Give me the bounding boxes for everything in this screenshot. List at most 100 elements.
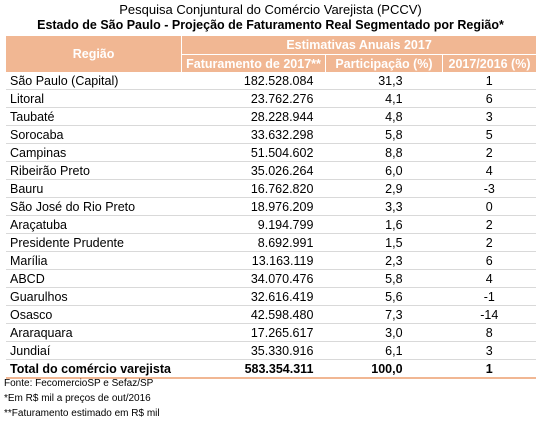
cell-faturamento: 16.762.820: [181, 179, 326, 198]
cell-faturamento: 33.632.298: [181, 125, 326, 144]
table-row: Guarulhos 32.616.419 5,6 -1: [6, 287, 536, 306]
report-subtitle: Estado de São Paulo - Projeção de Fatura…: [37, 18, 504, 32]
cell-regiao: Guarulhos: [6, 287, 182, 306]
cell-participacao: 5,8: [325, 269, 443, 288]
cell-variacao: 2: [442, 143, 536, 162]
cell-variacao: -1: [442, 287, 536, 306]
table-row: Osasco 42.598.480 7,3 -14: [6, 305, 536, 324]
cell-participacao: 7,3: [325, 305, 443, 324]
total-faturamento: 583.354.311: [181, 359, 326, 379]
cell-regiao: Litoral: [6, 89, 182, 108]
cell-variacao: 0: [442, 197, 536, 216]
cell-regiao: Campinas: [6, 143, 182, 162]
cell-participacao: 1,6: [325, 215, 443, 234]
cell-variacao: 3: [442, 107, 536, 126]
footnote-estimate: **Faturamento estimado em R$ mil: [4, 408, 160, 419]
cell-variacao: 4: [442, 269, 536, 288]
cell-variacao: 4: [442, 161, 536, 180]
cell-participacao: 5,6: [325, 287, 443, 306]
table-row: Ribeirão Preto 35.026.264 6,0 4: [6, 161, 536, 180]
header-faturamento: Faturamento de 2017**: [181, 54, 326, 72]
cell-variacao: -14: [442, 305, 536, 324]
cell-regiao: ABCD: [6, 269, 182, 288]
cell-variacao: 6: [442, 89, 536, 108]
cell-regiao: Sorocaba: [6, 125, 182, 144]
cell-faturamento: 42.598.480: [181, 305, 326, 324]
cell-variacao: 5: [442, 125, 536, 144]
cell-participacao: 31,3: [325, 72, 443, 90]
footnotes: Fonte: FecomercioSP e Sefaz/SP *Em R$ mi…: [4, 376, 160, 421]
table-row: Presidente Prudente 8.692.991 1,5 2: [6, 233, 536, 252]
cell-regiao: Ribeirão Preto: [6, 161, 182, 180]
cell-regiao: São Paulo (Capital): [6, 72, 182, 90]
table-row: Araçatuba 9.194.799 1,6 2: [6, 215, 536, 234]
header-participacao: Participação (%): [324, 54, 443, 72]
cell-participacao: 1,5: [325, 233, 443, 252]
cell-faturamento: 23.762.276: [181, 89, 326, 108]
cell-regiao: Taubaté: [6, 107, 182, 126]
table-row: Litoral 23.762.276 4,1 6: [6, 89, 536, 108]
total-row: Total do comércio varejista 583.354.311 …: [6, 359, 536, 379]
header-regiao: Região: [6, 36, 183, 72]
cell-participacao: 2,3: [325, 251, 443, 270]
total-regiao: Total do comércio varejista: [6, 359, 182, 379]
cell-faturamento: 28.228.944: [181, 107, 326, 126]
cell-participacao: 8,8: [325, 143, 443, 162]
cell-variacao: -3: [442, 179, 536, 198]
total-variacao: 1: [442, 359, 536, 379]
cell-faturamento: 32.616.419: [181, 287, 326, 306]
total-participacao: 100,0: [325, 359, 443, 379]
revenue-table: Região Estimativas Anuais 2017 Faturamen…: [6, 36, 536, 379]
cell-regiao: Bauru: [6, 179, 182, 198]
cell-faturamento: 51.504.602: [181, 143, 326, 162]
cell-participacao: 6,1: [325, 341, 443, 360]
footnote-source: Fonte: FecomercioSP e Sefaz/SP: [4, 378, 154, 389]
cell-faturamento: 34.070.476: [181, 269, 326, 288]
cell-variacao: 6: [442, 251, 536, 270]
cell-regiao: Araraquara: [6, 323, 182, 342]
cell-regiao: Araçatuba: [6, 215, 182, 234]
table-row: Bauru 16.762.820 2,9 -3: [6, 179, 536, 198]
cell-participacao: 3,0: [325, 323, 443, 342]
cell-participacao: 5,8: [325, 125, 443, 144]
cell-regiao: Marília: [6, 251, 182, 270]
table-row: ABCD 34.070.476 5,8 4: [6, 269, 536, 288]
table-row: Marília 13.163.119 2,3 6: [6, 251, 536, 270]
cell-faturamento: 13.163.119: [181, 251, 326, 270]
table-body: São Paulo (Capital) 182.528.084 31,3 1 Litor…: [6, 72, 536, 379]
cell-regiao: Osasco: [6, 305, 182, 324]
cell-variacao: 3: [442, 341, 536, 360]
cell-faturamento: 35.026.264: [181, 161, 326, 180]
header-variacao: 2017/2016 (%): [442, 54, 536, 72]
header-estimativas: Estimativas Anuais 2017: [181, 36, 536, 55]
cell-regiao: São José do Rio Preto: [6, 197, 182, 216]
report-title: Pesquisa Conjuntural do Comércio Varejis…: [119, 2, 422, 17]
table-row: Sorocaba 33.632.298 5,8 5: [6, 125, 536, 144]
table-row: Taubaté 28.228.944 4,8 3: [6, 107, 536, 126]
cell-regiao: Presidente Prudente: [6, 233, 182, 252]
table-row: Araraquara 17.265.617 3,0 8: [6, 323, 536, 342]
cell-faturamento: 35.330.916: [181, 341, 326, 360]
cell-faturamento: 18.976.209: [181, 197, 326, 216]
cell-faturamento: 182.528.084: [181, 72, 326, 90]
cell-faturamento: 8.692.991: [181, 233, 326, 252]
cell-faturamento: 9.194.799: [181, 215, 326, 234]
footnote-prices: *Em R$ mil a preços de out/2016: [4, 393, 151, 404]
table-row: São Paulo (Capital) 182.528.084 31,3 1: [6, 72, 536, 90]
cell-variacao: 8: [442, 323, 536, 342]
cell-participacao: 4,1: [325, 89, 443, 108]
table-row: Jundiaí 35.330.916 6,1 3: [6, 341, 536, 360]
cell-participacao: 6,0: [325, 161, 443, 180]
cell-regiao: Jundiaí: [6, 341, 182, 360]
cell-participacao: 2,9: [325, 179, 443, 198]
cell-participacao: 4,8: [325, 107, 443, 126]
cell-faturamento: 17.265.617: [181, 323, 326, 342]
cell-variacao: 2: [442, 233, 536, 252]
table-header: Região Estimativas Anuais 2017 Faturamen…: [6, 36, 536, 72]
cell-variacao: 1: [442, 72, 536, 90]
table-row: Campinas 51.504.602 8,8 2: [6, 143, 536, 162]
table-row: São José do Rio Preto 18.976.209 3,3 0: [6, 197, 536, 216]
cell-variacao: 2: [442, 215, 536, 234]
cell-participacao: 3,3: [325, 197, 443, 216]
